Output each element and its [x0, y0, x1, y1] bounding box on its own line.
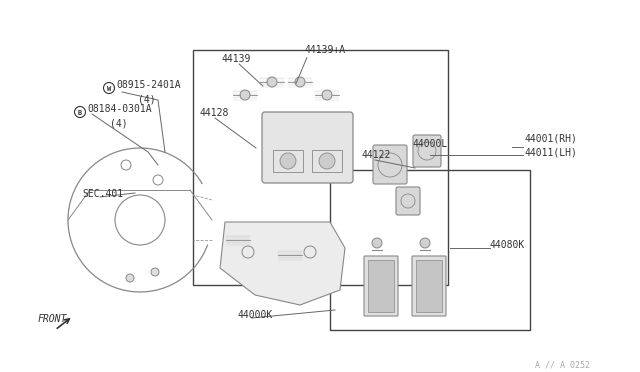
Text: (4): (4)	[138, 94, 156, 104]
Text: 08184-0301A: 08184-0301A	[87, 104, 152, 114]
Text: 44001(RH): 44001(RH)	[525, 133, 578, 143]
Circle shape	[240, 90, 250, 100]
Text: SEC.401: SEC.401	[82, 189, 123, 199]
Bar	[368, 260, 394, 312]
Circle shape	[285, 250, 295, 260]
Text: 44000L: 44000L	[413, 139, 448, 149]
FancyBboxPatch shape	[412, 256, 446, 316]
Bar	[330, 170, 530, 330]
Circle shape	[280, 153, 296, 169]
Circle shape	[267, 77, 277, 87]
Text: FRONT: FRONT	[38, 314, 67, 324]
Circle shape	[322, 90, 332, 100]
Circle shape	[151, 268, 159, 276]
FancyBboxPatch shape	[262, 112, 353, 183]
Text: 08915-2401A: 08915-2401A	[116, 80, 180, 90]
Polygon shape	[220, 222, 345, 305]
Circle shape	[126, 274, 134, 282]
Text: 44139+A: 44139+A	[305, 45, 346, 55]
Circle shape	[420, 238, 430, 248]
Text: 44139: 44139	[222, 54, 252, 64]
FancyBboxPatch shape	[373, 145, 407, 184]
Bar	[416, 260, 442, 312]
Text: B: B	[78, 109, 82, 115]
FancyBboxPatch shape	[364, 256, 398, 316]
Text: 44080K: 44080K	[490, 240, 525, 250]
Text: 44128: 44128	[200, 108, 229, 118]
Bar	[273, 150, 303, 172]
Text: 44000K: 44000K	[238, 310, 273, 320]
FancyBboxPatch shape	[413, 135, 441, 167]
Bar	[193, 50, 448, 285]
Text: W: W	[107, 86, 111, 92]
Text: A // A 0252: A // A 0252	[535, 361, 590, 370]
Circle shape	[295, 77, 305, 87]
Circle shape	[372, 238, 382, 248]
Bar	[312, 150, 342, 172]
Text: 44011(LH): 44011(LH)	[525, 147, 578, 157]
Circle shape	[233, 235, 243, 245]
FancyBboxPatch shape	[396, 187, 420, 215]
Text: 44122: 44122	[362, 150, 392, 160]
Text: (4): (4)	[110, 118, 127, 128]
Circle shape	[319, 153, 335, 169]
